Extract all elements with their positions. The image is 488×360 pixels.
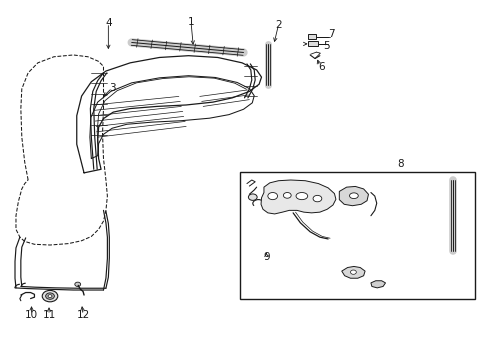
Ellipse shape [349, 193, 358, 199]
Circle shape [42, 291, 58, 302]
Polygon shape [341, 266, 365, 278]
Polygon shape [339, 186, 368, 206]
Text: 6: 6 [317, 63, 324, 72]
Ellipse shape [267, 193, 277, 200]
Text: 11: 11 [42, 310, 56, 320]
Text: 10: 10 [25, 310, 38, 320]
Text: 5: 5 [322, 41, 329, 51]
Text: 1: 1 [187, 17, 194, 27]
Text: 4: 4 [105, 18, 111, 28]
Polygon shape [261, 180, 335, 214]
Text: 12: 12 [76, 310, 89, 320]
Polygon shape [370, 281, 385, 288]
Text: 7: 7 [327, 28, 334, 39]
Circle shape [350, 270, 356, 274]
Text: 8: 8 [396, 159, 403, 169]
Text: 9: 9 [263, 252, 269, 262]
Circle shape [75, 282, 81, 287]
Circle shape [248, 194, 257, 201]
Ellipse shape [295, 193, 307, 200]
Circle shape [48, 295, 52, 297]
Ellipse shape [312, 195, 321, 202]
Circle shape [45, 293, 54, 299]
Text: 2: 2 [275, 19, 281, 30]
Text: 3: 3 [109, 83, 115, 93]
Ellipse shape [283, 193, 290, 198]
Bar [307, 34, 316, 39]
Bar [307, 41, 318, 46]
Bar [239, 172, 474, 298]
